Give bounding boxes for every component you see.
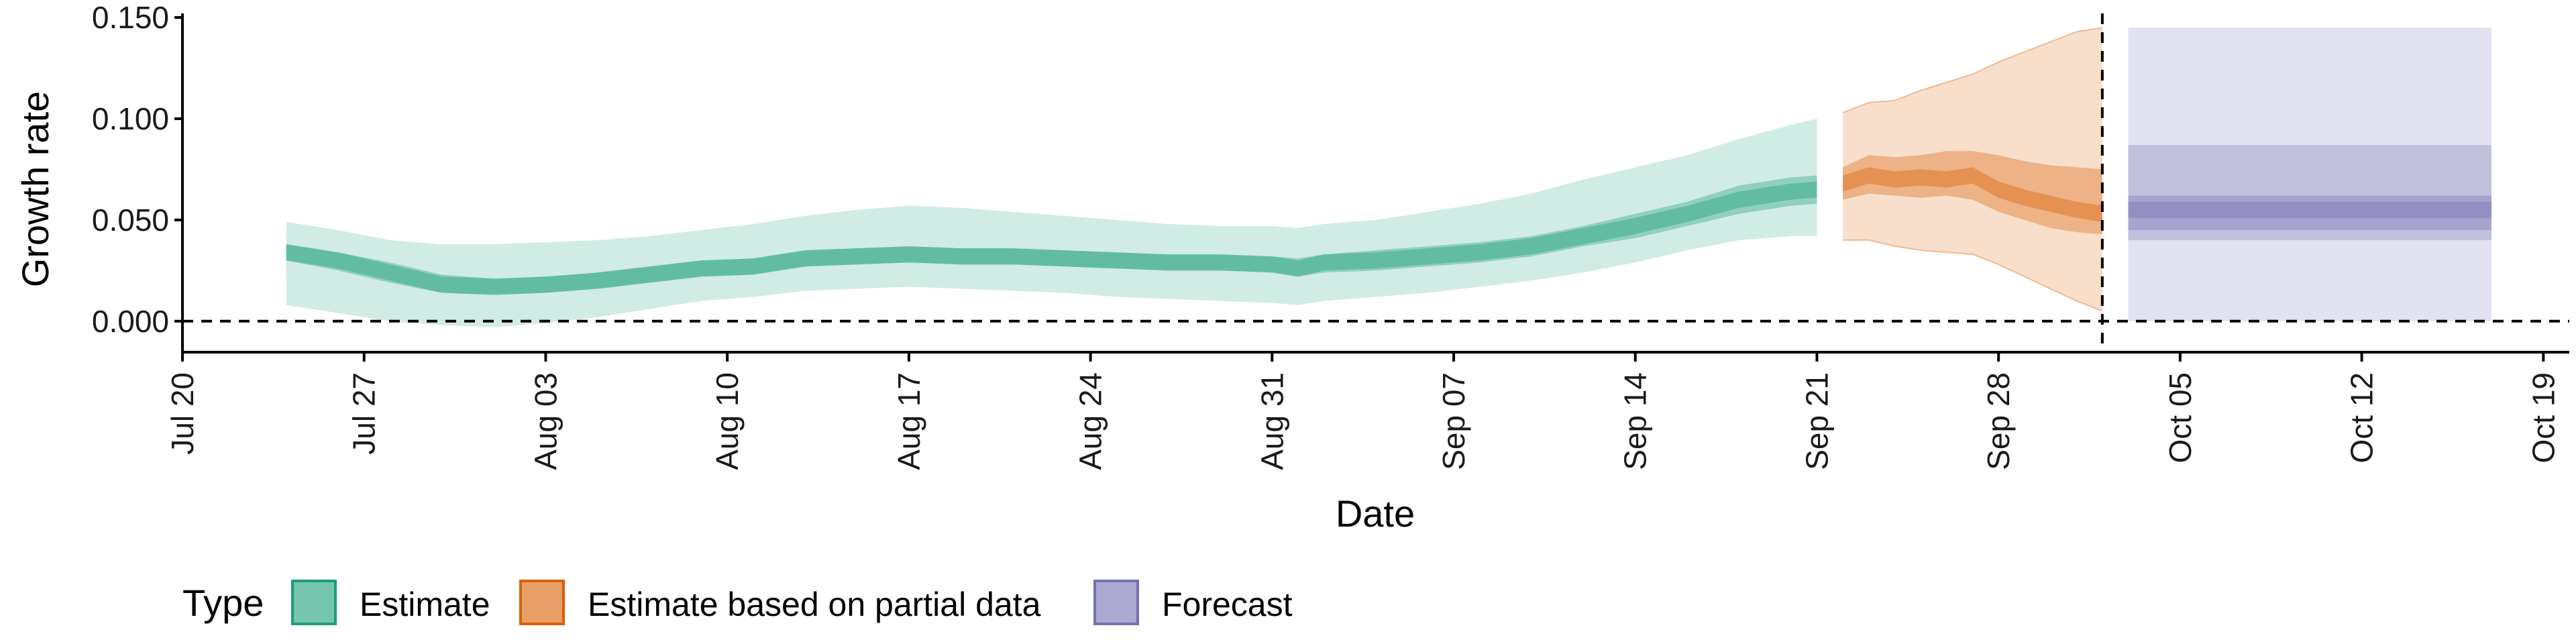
y-axis-title: Growth rate — [14, 91, 56, 288]
x-tick-label: Aug 24 — [1073, 372, 1108, 470]
y-tick-label: 0.050 — [92, 203, 169, 237]
legend-swatch — [1093, 580, 1139, 625]
x-tick-label: Aug 10 — [710, 372, 745, 470]
legend-title: Type — [182, 582, 264, 624]
estimate-based-on-partial-data-90-lower-edge — [1843, 239, 2103, 312]
x-tick-label: Sep 14 — [1618, 372, 1653, 470]
x-axis-title: Date — [1336, 492, 1415, 535]
legend-label: Estimate based on partial data — [588, 586, 1041, 623]
legend-swatch — [291, 580, 337, 625]
estimate-based-on-partial-data-90-upper-edge — [1842, 27, 2103, 113]
axes: 0.000 0.050 0.100 0.150 Jul 20 Jul 27 Aug 03 Au… — [92, 0, 2569, 470]
uncertainty-bands — [286, 27, 2491, 327]
x-tick-label: Oct 05 — [2163, 372, 2198, 464]
x-tick-label: Oct 19 — [2526, 372, 2561, 464]
estimate-90-band — [286, 119, 1817, 327]
estimate-median-band — [286, 181, 1817, 295]
x-tick-label: Aug 17 — [892, 372, 926, 470]
forecast-90-band — [2128, 145, 2491, 240]
y-tick-label: 0.000 — [92, 304, 169, 339]
x-tick-label: Jul 27 — [347, 372, 382, 455]
x-tick-label: Aug 03 — [528, 372, 563, 470]
x-tick-label: Oct 12 — [2345, 372, 2379, 464]
legend-label: Estimate — [360, 586, 490, 623]
x-tick-label: Aug 31 — [1254, 372, 1289, 470]
x-tick-label: Sep 07 — [1436, 372, 1471, 470]
legend-entries: Estimate Estimate based on partial data Fo… — [291, 580, 1293, 625]
y-tick-label: 0.100 — [92, 101, 169, 136]
x-tick-label: Sep 21 — [1799, 372, 1834, 470]
estimate-based-on-partial-data-50-band — [1843, 151, 2102, 234]
y-tick-label: 0.150 — [92, 0, 169, 35]
forecast-median-band — [2128, 201, 2491, 218]
legend-swatch — [519, 580, 565, 625]
estimate-based-on-partial-data-90-band — [1843, 28, 2102, 311]
x-tick-label: Sep 28 — [1981, 372, 2016, 470]
legend: Type Estimate Estimate based on partial d… — [182, 580, 1293, 625]
estimate-based-on-partial-data-median-band — [1843, 167, 2102, 222]
estimate-50-band — [286, 175, 1817, 295]
reference-lines — [182, 13, 2569, 347]
x-tick-label: Jul 20 — [165, 372, 200, 455]
forecast-50-band — [2128, 195, 2491, 230]
forecast-outer-band — [2128, 28, 2491, 321]
legend-label: Forecast — [1162, 586, 1293, 623]
